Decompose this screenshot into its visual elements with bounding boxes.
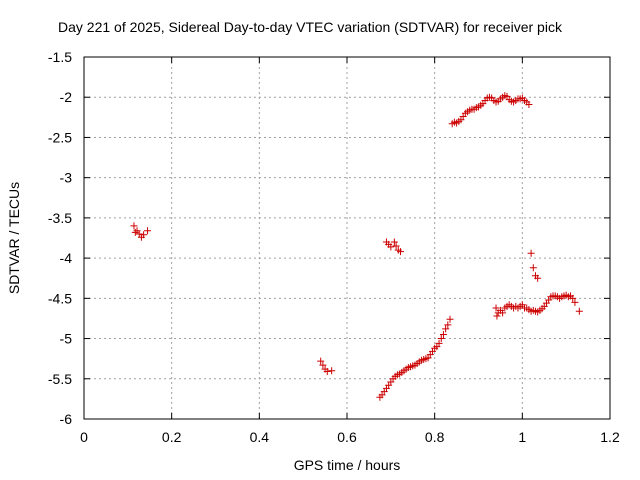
data-point	[529, 264, 537, 272]
data-point	[390, 238, 398, 246]
data-point	[144, 227, 152, 235]
data-point	[392, 242, 400, 250]
data-point	[525, 100, 533, 108]
data-point	[140, 231, 148, 239]
data-point	[569, 294, 577, 302]
data-point	[575, 307, 583, 315]
x-tick-label: 0	[80, 429, 88, 445]
x-tick-label: 1.2	[600, 429, 620, 445]
grid-lines	[84, 57, 610, 419]
data-point	[446, 315, 454, 323]
y-tick-label: -4	[60, 250, 73, 266]
y-tick-label: -3.5	[48, 210, 72, 226]
y-tick-label: -6	[60, 411, 73, 427]
y-tick-label: -5	[60, 331, 73, 347]
data-point	[387, 243, 395, 251]
data-point	[396, 248, 404, 256]
data-point	[442, 325, 450, 333]
axis-ticks	[83, 56, 611, 420]
y-tick-labels: -6 -5.5 -5 -4.5 -4 -3.5 -3 -2.5 -2 -1.5	[48, 49, 72, 427]
x-axis-label: GPS time / hours	[294, 457, 401, 473]
data-point	[328, 367, 336, 375]
x-tick-label: 0.4	[250, 429, 270, 445]
y-tick-label: -5.5	[48, 371, 72, 387]
data-point	[435, 339, 443, 347]
y-axis-label: SDTVAR / TECUs	[6, 182, 22, 294]
y-tick-label: -2	[60, 89, 73, 105]
x-tick-label: 0.6	[337, 429, 357, 445]
x-tick-label: 0.8	[425, 429, 445, 445]
data-point	[439, 331, 447, 339]
data-point	[131, 228, 139, 236]
data-point	[130, 222, 138, 230]
chart-title: Day 221 of 2025, Sidereal Day-to-day VTE…	[58, 19, 563, 35]
y-tick-label: -4.5	[48, 290, 72, 306]
data-point	[571, 298, 579, 306]
data-point	[317, 357, 325, 365]
x-tick-label: 1	[518, 429, 526, 445]
data-point	[499, 309, 507, 317]
y-tick-label: -3	[60, 170, 73, 186]
x-tick-labels: 0 0.2 0.4 0.6 0.8 1 1.2	[80, 429, 620, 445]
data-point	[444, 321, 452, 329]
data-point	[437, 335, 445, 343]
data-point	[319, 361, 327, 369]
y-tick-label: -1.5	[48, 49, 72, 65]
data-point	[492, 304, 500, 312]
y-tick-label: -2.5	[48, 129, 72, 145]
data-point	[534, 274, 542, 282]
data-points	[130, 92, 583, 401]
data-point	[527, 249, 535, 257]
data-point	[323, 368, 331, 376]
x-tick-label: 0.2	[162, 429, 182, 445]
data-point	[493, 312, 501, 320]
